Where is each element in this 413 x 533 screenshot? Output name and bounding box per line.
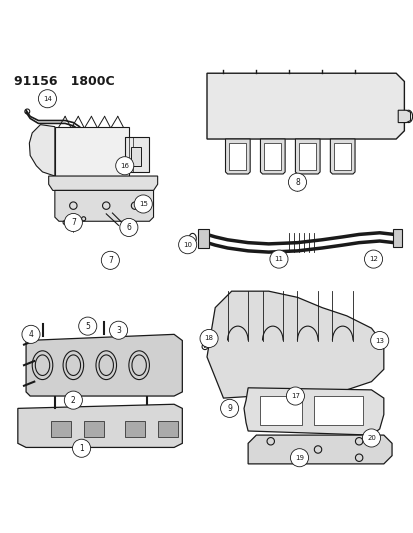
Circle shape <box>101 251 119 269</box>
Polygon shape <box>225 139 249 174</box>
Polygon shape <box>206 291 383 398</box>
FancyBboxPatch shape <box>298 143 315 170</box>
Polygon shape <box>49 176 157 190</box>
Text: 4: 4 <box>28 330 33 339</box>
Circle shape <box>115 157 133 175</box>
Text: 14: 14 <box>43 96 52 102</box>
Circle shape <box>134 195 152 213</box>
Text: 16: 16 <box>120 163 129 169</box>
Polygon shape <box>330 139 354 174</box>
FancyBboxPatch shape <box>131 147 141 166</box>
Polygon shape <box>295 139 319 174</box>
Text: 8: 8 <box>294 177 299 187</box>
Text: 2: 2 <box>71 395 76 405</box>
Circle shape <box>78 317 97 335</box>
Circle shape <box>22 325 40 343</box>
Polygon shape <box>313 396 362 425</box>
Polygon shape <box>26 334 182 396</box>
Text: 20: 20 <box>366 435 375 441</box>
FancyBboxPatch shape <box>51 421 71 437</box>
Text: 91156   1800C: 91156 1800C <box>14 75 114 88</box>
Text: 7: 7 <box>108 256 112 265</box>
Circle shape <box>38 90 56 108</box>
Circle shape <box>109 321 127 340</box>
FancyBboxPatch shape <box>228 143 245 170</box>
Polygon shape <box>260 139 285 174</box>
Circle shape <box>178 236 196 254</box>
Polygon shape <box>260 396 301 425</box>
Circle shape <box>64 391 82 409</box>
Polygon shape <box>397 110 410 123</box>
FancyBboxPatch shape <box>124 421 145 437</box>
Circle shape <box>290 449 308 467</box>
Circle shape <box>361 429 380 447</box>
Circle shape <box>220 399 238 417</box>
Circle shape <box>64 213 82 231</box>
Polygon shape <box>197 229 209 248</box>
Text: 13: 13 <box>374 337 383 344</box>
Text: 3: 3 <box>116 326 121 335</box>
Text: 7: 7 <box>71 218 76 227</box>
Polygon shape <box>247 435 391 464</box>
Polygon shape <box>206 73 404 139</box>
Circle shape <box>286 387 304 405</box>
Polygon shape <box>29 125 55 176</box>
Text: 15: 15 <box>138 201 147 207</box>
Text: 9: 9 <box>227 404 232 413</box>
Circle shape <box>269 250 287 268</box>
Text: 11: 11 <box>274 256 283 262</box>
Circle shape <box>288 173 306 191</box>
Circle shape <box>72 439 90 457</box>
FancyBboxPatch shape <box>263 143 280 170</box>
FancyBboxPatch shape <box>157 421 178 437</box>
Text: 19: 19 <box>294 455 303 461</box>
Polygon shape <box>392 229 401 247</box>
Circle shape <box>119 219 138 237</box>
Text: 6: 6 <box>126 223 131 232</box>
Text: 18: 18 <box>204 335 213 342</box>
FancyBboxPatch shape <box>333 143 350 170</box>
Circle shape <box>370 332 388 350</box>
FancyBboxPatch shape <box>124 137 149 172</box>
FancyBboxPatch shape <box>55 127 128 176</box>
Circle shape <box>199 329 218 348</box>
Text: 12: 12 <box>368 256 377 262</box>
Text: 1: 1 <box>79 444 84 453</box>
Text: 17: 17 <box>290 393 299 399</box>
Polygon shape <box>55 190 153 221</box>
Polygon shape <box>18 404 182 447</box>
Polygon shape <box>243 388 383 435</box>
FancyBboxPatch shape <box>83 421 104 437</box>
Circle shape <box>363 250 382 268</box>
Text: 5: 5 <box>85 321 90 330</box>
Text: 10: 10 <box>183 241 192 248</box>
